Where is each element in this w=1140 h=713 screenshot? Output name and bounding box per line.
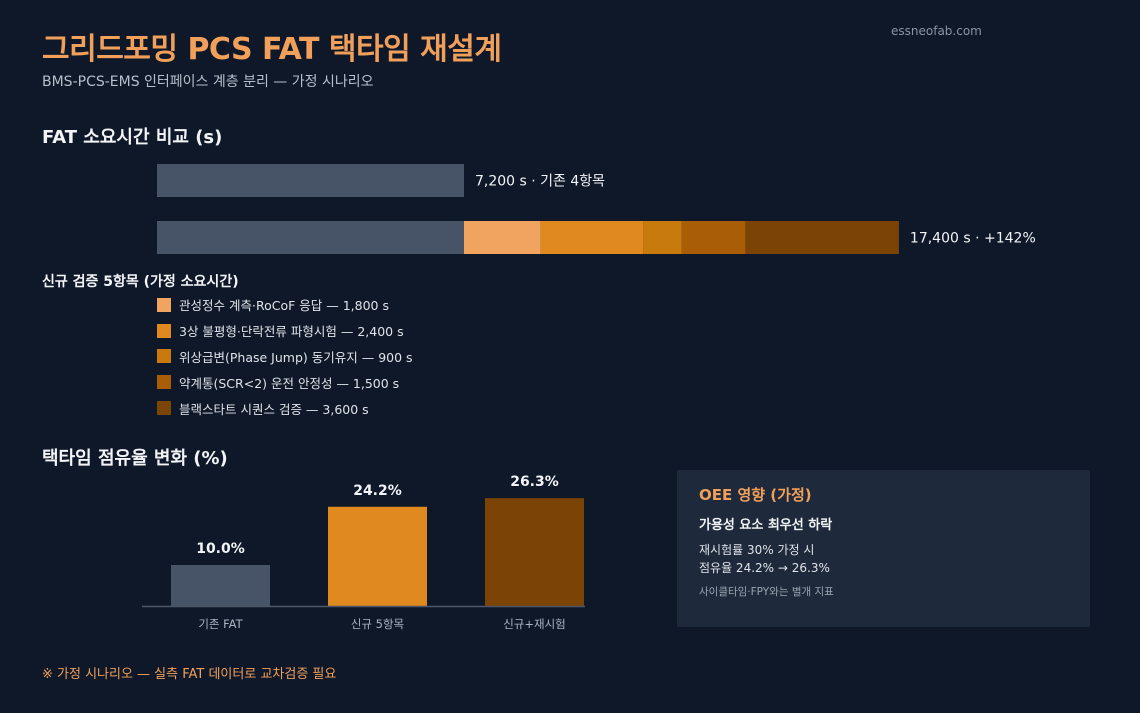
oee-card-title: OEE 영향 (가정) xyxy=(699,486,812,504)
page-subtitle: BMS-PCS-EMS 인터페이스 계층 분리 — 가정 시나리오 xyxy=(42,74,374,90)
share-bar-0 xyxy=(171,565,270,606)
site-name: essneofab.com xyxy=(891,24,982,38)
oee-card-line: 재시험률 30% 가정 시 xyxy=(699,543,815,557)
fat-bar-1-segment-4 xyxy=(681,221,746,254)
share-bar-value-label: 24.2% xyxy=(353,483,402,499)
fat-bar-1-segment-2 xyxy=(540,221,644,254)
oee-card-headline: 가용성 요소 최우선 하락 xyxy=(699,518,833,533)
share-bar-category-label: 신규+재시험 xyxy=(503,617,566,631)
legend-label: 3상 불평형·단락전류 파형시험 — 2,400 s xyxy=(179,324,404,340)
legend-item: 위상급변(Phase Jump) 동기유지 — 900 s xyxy=(157,344,413,370)
fat-bar-1-segment-0 xyxy=(157,221,464,254)
legend-swatch xyxy=(157,323,171,338)
oee-card-note: 사이클타임·FPY와는 별개 지표 xyxy=(699,586,834,598)
legend-label: 관성정수 계측·RoCoF 응답 — 1,800 s xyxy=(179,298,389,314)
legend-item: 3상 불평형·단락전류 파형시험 — 2,400 s xyxy=(157,318,413,344)
legend-item: 약계통(SCR<2) 운전 안정성 — 1,500 s xyxy=(157,369,413,395)
share-bar-value-label: 26.3% xyxy=(510,474,559,490)
legend-label: 약계통(SCR<2) 운전 안정성 — 1,500 s xyxy=(179,375,400,391)
share-bar-category-label: 신규 5항목 xyxy=(351,617,404,631)
fat-bar-1-label: 17,400 s · +142% xyxy=(910,231,1036,247)
legend-label: 위상급변(Phase Jump) 동기유지 — 900 s xyxy=(179,349,413,365)
legend-swatch xyxy=(157,297,171,312)
legend-title: 신규 검증 5항목 (가정 소요시간) xyxy=(42,274,239,290)
share-chart-title: 택타임 점유율 변화 (%) xyxy=(42,448,228,469)
legend-swatch xyxy=(157,401,171,416)
legend-item: 블랙스타트 시퀀스 검증 — 3,600 s xyxy=(157,395,413,421)
legend: 관성정수 계측·RoCoF 응답 — 1,800 s 3상 불평형·단락전류 파형… xyxy=(157,292,413,421)
tact-share-column-chart: 10.0% 기존 FAT 24.2% 신규 5항목 26.3% 신규+재시험 xyxy=(142,474,585,631)
share-bar-category-label: 기존 FAT xyxy=(198,617,243,631)
legend-item: 관성정수 계측·RoCoF 응답 — 1,800 s xyxy=(157,292,413,318)
fat-bar-1-segment-1 xyxy=(464,221,541,254)
share-bar-value-label: 10.0% xyxy=(196,541,245,557)
fat-bar-1-segment-3 xyxy=(643,221,682,254)
page-title: 그리드포밍 PCS FAT 택타임 재설계 xyxy=(42,32,502,67)
share-bar-1 xyxy=(328,506,427,606)
legend-swatch xyxy=(157,349,171,364)
fat-chart-title: FAT 소요시간 비교 (s) xyxy=(42,127,223,148)
footnote: ※ 가정 시나리오 — 실측 FAT 데이터로 교차검증 필요 xyxy=(42,667,337,682)
fat-bar-0-segment-0 xyxy=(157,164,464,197)
fat-time-bar-chart: 7,200 s · 기존 4항목 17,400 s · +142% xyxy=(157,164,1036,254)
share-bar-2 xyxy=(485,498,584,606)
legend-label: 블랙스타트 시퀀스 검증 — 3,600 s xyxy=(179,401,369,417)
fat-bar-0-label: 7,200 s · 기존 4항목 xyxy=(475,174,605,190)
fat-bar-1-segment-5 xyxy=(745,221,899,254)
legend-swatch xyxy=(157,375,171,390)
oee-impact-card: OEE 영향 (가정) 가용성 요소 최우선 하락 재시험률 30% 가정 시 … xyxy=(677,470,1090,627)
oee-card-line: 점유율 24.2% → 26.3% xyxy=(699,561,830,575)
